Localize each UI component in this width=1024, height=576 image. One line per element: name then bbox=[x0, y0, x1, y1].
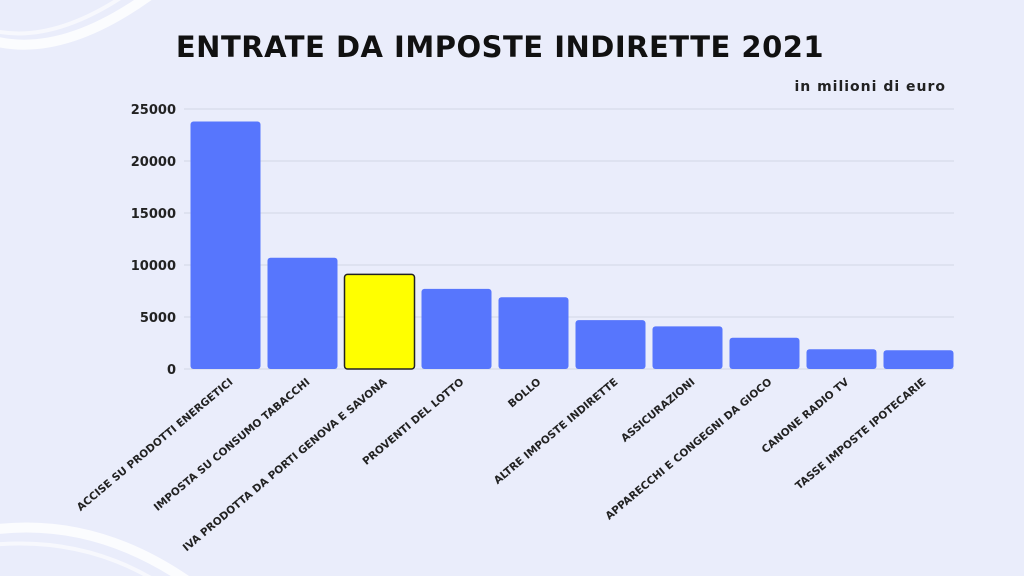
x-tick-label: APPARECCHI E CONGEGNI DA GIOCO bbox=[603, 376, 774, 522]
y-tick-label: 10000 bbox=[131, 259, 176, 274]
y-tick-label: 5000 bbox=[140, 311, 176, 326]
x-tick-label: BOLLO bbox=[506, 376, 544, 410]
bar-assicurazioni bbox=[652, 326, 723, 369]
bar-accise-su-prodotti-energetici bbox=[190, 121, 261, 369]
x-tick-label: TASSE IMPOSTE IPOTECARIE bbox=[793, 376, 928, 492]
bar-tasse-imposte-ipotecarie bbox=[883, 350, 954, 369]
y-tick-label: 15000 bbox=[131, 207, 176, 222]
bar-bollo bbox=[498, 297, 569, 369]
y-tick-label: 20000 bbox=[131, 155, 176, 170]
x-tick-label: CANONE RADIO TV bbox=[760, 376, 853, 456]
x-tick-label: ALTRE IMPOSTE INDIRETTE bbox=[492, 376, 621, 487]
bar-proventi-del-lotto bbox=[421, 288, 492, 369]
bar-iva-prodotta-da-porti-genova-e-savona bbox=[343, 273, 416, 370]
bar-imposta-su-consumo-tabacchi bbox=[267, 257, 338, 369]
x-tick-label: ASSICURAZIONI bbox=[619, 376, 697, 445]
bar-altre-imposte-indirette bbox=[575, 320, 646, 369]
chart-title: ENTRATE DA IMPOSTE INDIRETTE 2021 bbox=[175, 30, 825, 64]
x-tick-label: ACCISE SU PRODOTTI ENERGETICI bbox=[75, 376, 236, 514]
y-tick-label: 0 bbox=[167, 363, 176, 378]
bars bbox=[190, 121, 954, 370]
bar-apparecchi-e-congegni-da-gioco bbox=[729, 337, 800, 369]
unit-label: in milioni di euro bbox=[794, 79, 946, 95]
y-tick-label: 25000 bbox=[131, 103, 176, 118]
x-tick-label: IMPOSTA SU CONSUMO TABACCHI bbox=[152, 376, 313, 514]
bar-canone-radio-tv bbox=[806, 349, 877, 369]
y-axis-labels: 0 5000 10000 15000 20000 25000 bbox=[131, 103, 176, 378]
